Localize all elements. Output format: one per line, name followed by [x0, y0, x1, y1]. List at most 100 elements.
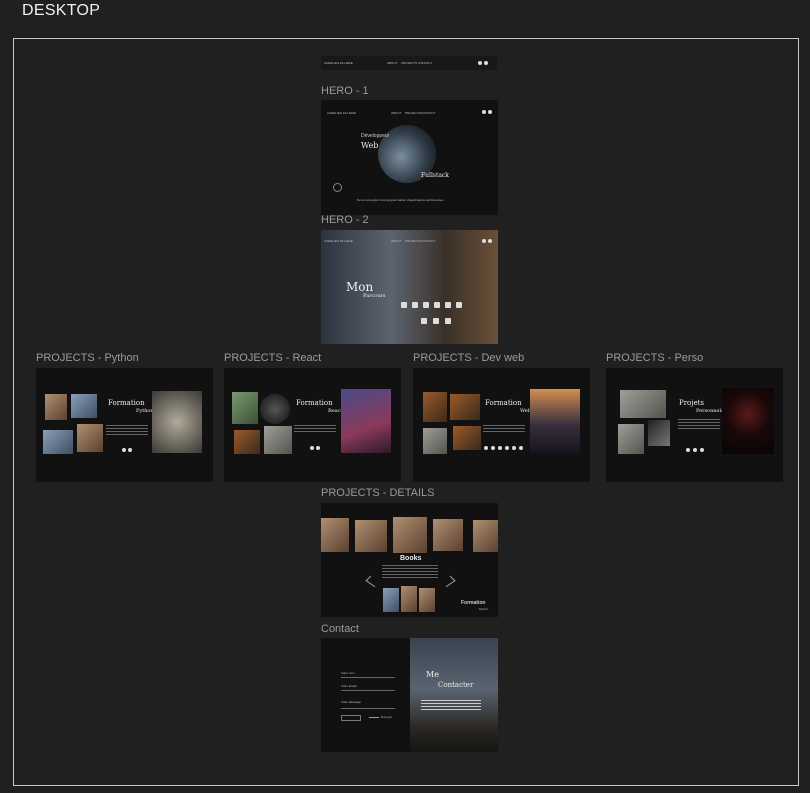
hero1-line3: Fullstack	[421, 172, 449, 179]
project-thumb[interactable]	[423, 428, 447, 454]
description-text	[678, 419, 720, 429]
hero2-subtitle: Parcours	[363, 293, 386, 299]
book-cover[interactable]	[473, 520, 498, 552]
carousel-next-button[interactable]	[441, 575, 456, 588]
nav-link-contact[interactable]: CONTACT	[418, 61, 433, 65]
project-feature-image	[341, 389, 391, 453]
project-thumb[interactable]	[234, 430, 260, 454]
python-frame[interactable]: Formation Python	[36, 368, 213, 482]
project-thumb[interactable]	[618, 424, 644, 454]
js-icon	[700, 448, 704, 452]
navbar-frame[interactable]: AURELIEN FILLIERE ABOUT PROJECTS CONTACT	[321, 56, 497, 70]
project-thumb[interactable]	[43, 430, 73, 454]
hero1-line2: Web	[361, 141, 379, 150]
react-icon	[693, 448, 697, 452]
linkedin-icon[interactable]	[482, 110, 486, 114]
css-icon	[412, 302, 418, 308]
project-thumb[interactable]	[453, 426, 481, 450]
details-title: Books	[400, 555, 422, 562]
github-icon[interactable]	[488, 239, 492, 243]
css-icon	[491, 446, 495, 450]
react-label: PROJECTS - React	[224, 352, 322, 364]
github-icon[interactable]	[488, 110, 492, 114]
html-icon	[401, 302, 407, 308]
php-icon	[512, 446, 516, 450]
tech-icons-row	[401, 302, 463, 310]
description-text	[294, 425, 336, 432]
devweb-frame[interactable]: Formation Web	[413, 368, 590, 482]
react-frame[interactable]: Formation React	[224, 368, 401, 482]
project-thumb[interactable]	[77, 424, 103, 452]
project-thumb[interactable]	[423, 392, 447, 422]
nav-link-contact[interactable]: CONTACT	[421, 239, 436, 243]
project-thumb[interactable]	[450, 394, 480, 420]
nav-brand: AURELIEN FILLIERE	[324, 239, 353, 243]
nav-brand: AURELIEN FILLIERE	[327, 111, 356, 115]
perso-frame[interactable]: Projets Personnels	[606, 368, 783, 482]
contact-send-button[interactable]: Envoyer	[381, 715, 393, 719]
contact-title-2: Contacter	[438, 681, 474, 689]
tech-icons-row2	[421, 318, 455, 326]
contact-field-name[interactable]: Votre nom	[341, 671, 355, 675]
sql-icon	[445, 318, 451, 324]
git-icon	[421, 318, 427, 324]
nav-link-projects[interactable]: PROJECTS	[405, 239, 422, 243]
react-subtitle: React	[328, 408, 343, 414]
project-thumb[interactable]	[45, 394, 67, 420]
react-icon	[310, 446, 314, 450]
github-icon[interactable]	[484, 61, 488, 65]
hero2-label: HERO - 2	[321, 214, 369, 226]
book-cover[interactable]	[355, 520, 387, 552]
devweb-label: PROJECTS - Dev web	[413, 352, 525, 364]
project-thumb[interactable]	[260, 394, 290, 424]
python-subtitle: Python	[136, 408, 154, 414]
book-cover[interactable]	[321, 518, 349, 552]
contact-field-email[interactable]: Votre Email	[341, 684, 357, 688]
contact-label: Contact	[321, 623, 359, 635]
nav-link-about[interactable]: ABOUT	[387, 61, 398, 65]
hero2-frame[interactable]: AURELIEN FILLIERE ABOUT PROJECTS CONTACT…	[321, 230, 498, 344]
js-icon	[423, 302, 429, 308]
nav-link-about[interactable]: ABOUT	[391, 111, 402, 115]
hero1-frame[interactable]: AURELIEN FILLIERE ABOUT PROJECTS CONTACT…	[321, 100, 498, 215]
project-feature-image	[152, 391, 202, 453]
captcha-checkbox[interactable]	[341, 715, 361, 721]
nav-link-projects[interactable]: PROJECTS	[401, 61, 418, 65]
contact-field-underline	[341, 677, 395, 678]
project-feature-image	[530, 389, 580, 453]
linkedin-icon[interactable]	[482, 239, 486, 243]
linkedin-icon[interactable]	[478, 61, 482, 65]
devweb-subtitle: Web	[520, 408, 531, 414]
project-thumb[interactable]	[232, 392, 258, 424]
scroll-indicator[interactable]	[333, 183, 342, 192]
book-cover[interactable]	[393, 517, 427, 553]
project-thumb[interactable]	[648, 420, 670, 446]
contact-frame[interactable]: Votre nom Votre Email Votre Message Envo…	[321, 638, 498, 752]
nav-link-about[interactable]: ABOUT	[391, 239, 402, 243]
perso-label: PROJECTS - Perso	[606, 352, 704, 364]
details-frame[interactable]: Books Formation Python	[321, 503, 498, 617]
next-icon	[456, 302, 462, 308]
hero2-title: Mon	[346, 280, 374, 294]
gallery-thumb[interactable]	[419, 588, 435, 612]
book-cover[interactable]	[433, 519, 463, 551]
nav-link-contact[interactable]: CONTACT	[421, 111, 436, 115]
perso-title: Projets	[679, 399, 704, 407]
nav-link-projects[interactable]: PROJECTS	[405, 111, 422, 115]
python-icon	[686, 448, 690, 452]
project-thumb[interactable]	[620, 390, 666, 418]
gallery-thumb[interactable]	[401, 586, 417, 612]
gallery-thumb[interactable]	[383, 588, 399, 612]
contact-field-message[interactable]: Votre Message	[341, 700, 362, 704]
desktop-canvas	[13, 38, 799, 786]
send-arrow-icon	[369, 717, 379, 718]
sql-icon	[505, 446, 509, 450]
hero1-line1: Développeur	[361, 133, 390, 139]
project-feature-image	[722, 388, 774, 454]
hero1-label: HERO - 1	[321, 85, 369, 97]
carousel-prev-button[interactable]	[365, 575, 380, 588]
project-thumb[interactable]	[264, 426, 292, 454]
python-icon	[434, 302, 440, 308]
project-thumb[interactable]	[71, 394, 97, 418]
page-label: DESKTOP	[22, 2, 101, 19]
